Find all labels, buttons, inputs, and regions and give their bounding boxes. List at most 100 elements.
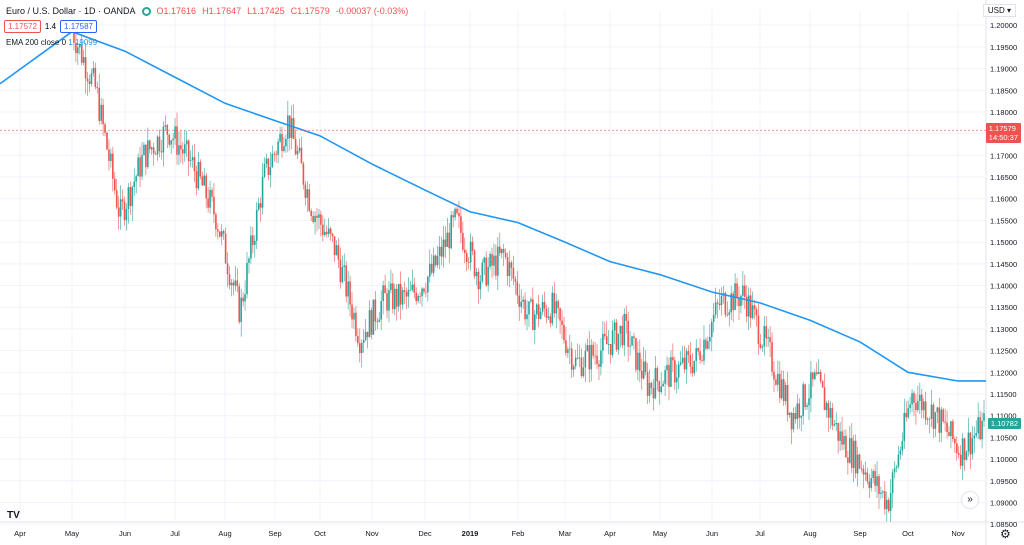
- candle-body: [506, 257, 509, 276]
- ohlc-high: H1.17647: [202, 6, 242, 16]
- fast-forward-icon[interactable]: »: [962, 492, 978, 508]
- candle-body: [767, 337, 769, 339]
- candle-body: [615, 322, 618, 350]
- x-tick-label: Nov: [365, 529, 379, 538]
- y-tick-label: 1.16500: [990, 173, 1017, 182]
- candle-body: [296, 150, 299, 155]
- candle-body: [532, 299, 534, 330]
- candle-body: [786, 384, 789, 416]
- candle-body: [847, 457, 849, 463]
- candle-body: [180, 145, 182, 150]
- candle-body: [413, 284, 416, 293]
- candle-body: [341, 267, 344, 283]
- candle-body: [96, 87, 99, 89]
- candle-body: [705, 339, 707, 349]
- candle-body: [269, 167, 272, 176]
- candle-body: [695, 348, 698, 361]
- candle-body: [819, 372, 822, 382]
- candle-body: [798, 403, 801, 418]
- candle-body: [769, 337, 771, 343]
- candle-body: [267, 158, 270, 176]
- candle-body: [257, 203, 260, 210]
- candle-body: [878, 476, 880, 494]
- sell-price-button[interactable]: 1.17572: [4, 20, 41, 33]
- candle-body: [368, 310, 371, 338]
- candle-body: [874, 471, 876, 486]
- candle-body: [275, 154, 277, 156]
- candle-body: [629, 345, 631, 347]
- candle-body: [444, 239, 447, 247]
- candle-body: [833, 424, 836, 426]
- candle-body: [757, 315, 760, 344]
- candle-body: [751, 305, 754, 319]
- candle-body: [464, 249, 466, 254]
- candle-body: [856, 454, 859, 474]
- y-tick-label: 1.12000: [990, 368, 1017, 377]
- candle-body: [884, 491, 886, 510]
- ema-legend-label: EMA 200 close 0: [6, 38, 67, 47]
- candle-body: [222, 231, 225, 234]
- ema-legend[interactable]: EMA 200 close 0 1.19099: [6, 38, 97, 47]
- candle-body: [442, 239, 445, 257]
- candle-body: [388, 290, 390, 311]
- candle-body: [646, 371, 649, 396]
- candle-body: [771, 342, 773, 372]
- candle-body: [380, 301, 382, 320]
- candle-body: [841, 431, 843, 445]
- candle-body: [230, 282, 233, 286]
- x-tick-label: Jul: [170, 529, 180, 538]
- symbol-title[interactable]: Euro / U.S. Dollar · 1D · OANDA: [6, 6, 136, 16]
- candle-body: [736, 283, 738, 298]
- candle-body: [687, 351, 690, 355]
- currency-select[interactable]: USD ▾: [982, 4, 1016, 17]
- x-tick-label: Apr: [14, 529, 26, 538]
- candle-body: [545, 308, 548, 318]
- candle-body: [957, 453, 960, 455]
- candle-body: [320, 214, 322, 225]
- candle-body: [102, 104, 104, 125]
- candle-body: [405, 291, 408, 297]
- candle-body: [971, 438, 974, 455]
- candle-body: [323, 231, 326, 235]
- candle-body: [246, 262, 248, 295]
- candle-body: [143, 144, 145, 156]
- candle-body: [460, 216, 462, 233]
- candle-body: [409, 289, 412, 291]
- candle-body: [119, 199, 122, 217]
- candle-body: [800, 415, 803, 418]
- y-tick-label: 1.15500: [990, 216, 1017, 225]
- candle-body: [565, 340, 567, 353]
- candle-body: [135, 176, 137, 182]
- gear-icon[interactable]: ⚙: [1000, 527, 1011, 541]
- candle-body: [592, 344, 594, 356]
- buy-price-button[interactable]: 1.17587: [60, 20, 97, 33]
- y-tick-label: 1.15000: [990, 238, 1017, 247]
- candle-body: [462, 232, 464, 250]
- ohlc-change: -0.00037 (-0.03%): [335, 6, 409, 16]
- candle-body: [845, 436, 847, 458]
- candle-body: [930, 404, 933, 419]
- candle-body: [784, 384, 787, 402]
- candle-body: [508, 262, 511, 276]
- candle-body: [242, 297, 244, 302]
- x-tick-label: Jul: [755, 529, 765, 538]
- candle-body: [281, 134, 283, 151]
- candle-body: [347, 281, 349, 297]
- time-axis: Apr May Jun Jul Aug Sep Oct Nov Dec 2019 Feb Mar Apr…: [14, 529, 965, 538]
- candle-body: [526, 314, 528, 320]
- candle-body: [395, 288, 398, 307]
- candle-body: [782, 379, 785, 402]
- candle-body: [271, 153, 274, 168]
- ema-200-line: [0, 30, 986, 382]
- candle-body: [475, 271, 478, 277]
- tradingview-logo-icon[interactable]: TV: [7, 510, 20, 521]
- candle-body: [891, 472, 894, 494]
- candle-body: [701, 360, 703, 361]
- candle-body: [154, 153, 157, 155]
- candle-body: [679, 362, 682, 365]
- candle-body: [549, 316, 552, 324]
- candle-body: [440, 246, 443, 257]
- right-edge-price-tag: 1.10782: [987, 418, 1021, 429]
